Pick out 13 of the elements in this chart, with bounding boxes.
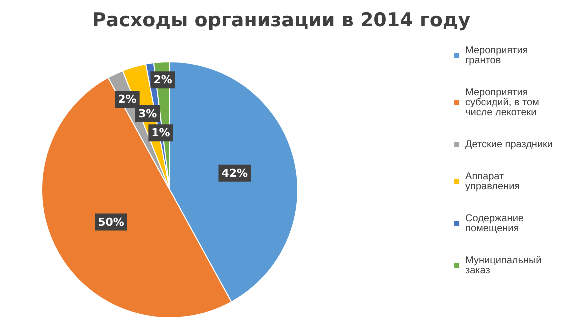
data-label: 50% bbox=[98, 216, 124, 229]
data-label: 3% bbox=[138, 107, 158, 120]
data-label: 2% bbox=[154, 74, 172, 87]
legend-label: Мероприятия субсидий, в том числе лекотеки bbox=[466, 88, 542, 118]
data-label: 42% bbox=[222, 166, 248, 180]
legend-label: Муниципальный заказ bbox=[466, 256, 545, 276]
legend-label: Мероприятия грантов bbox=[466, 46, 532, 66]
legend-label: Аппарат управления bbox=[466, 172, 520, 192]
chart-title: Расходы организации в 2014 году bbox=[92, 10, 472, 32]
data-label: 2% bbox=[118, 93, 137, 106]
legend-label: Детские праздники bbox=[466, 140, 554, 150]
legend-label: Содержание помещения bbox=[466, 214, 527, 234]
data-label: 1% bbox=[152, 126, 170, 140]
